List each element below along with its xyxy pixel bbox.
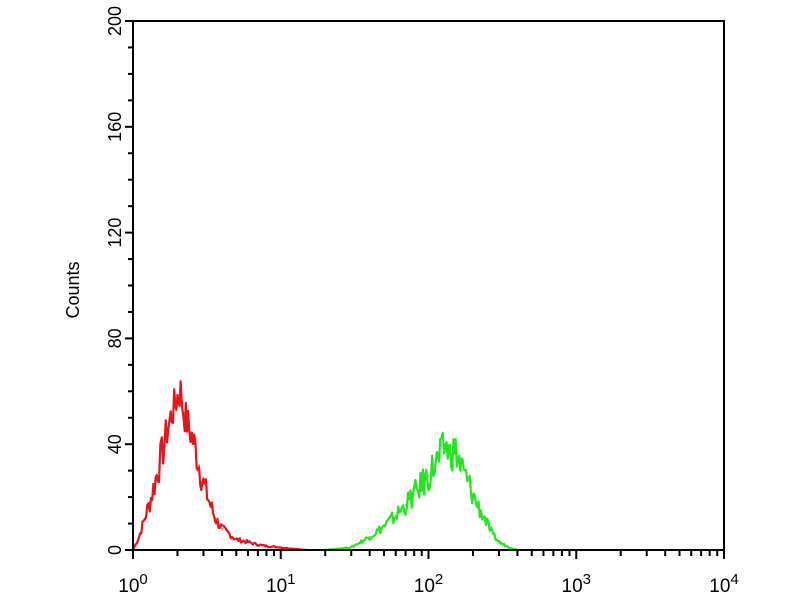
data-point — [257, 543, 259, 546]
data-point — [453, 448, 456, 451]
data-point — [179, 390, 182, 393]
data-point — [162, 448, 164, 451]
x-tick-label: 100 — [118, 571, 147, 597]
x-tick-base: 10 — [414, 576, 435, 597]
data-point — [461, 469, 464, 472]
data-point — [420, 483, 423, 485]
data-point — [350, 546, 353, 549]
x-tick-exponent: 1 — [287, 571, 295, 588]
y-tick-label: 160 — [105, 112, 125, 142]
y-tick-label: 200 — [105, 6, 125, 36]
data-point — [413, 493, 415, 496]
data-point — [198, 464, 200, 467]
data-point — [143, 517, 146, 520]
data-point — [208, 501, 211, 504]
x-tick-label: 104 — [709, 571, 738, 597]
data-point — [475, 501, 477, 504]
data-point — [404, 504, 407, 506]
y-tick-label: 0 — [105, 545, 125, 555]
data-point — [439, 456, 441, 459]
data-point — [173, 406, 175, 408]
data-point — [138, 535, 140, 538]
data-point — [188, 427, 190, 430]
data-point — [368, 535, 371, 538]
data-point — [193, 443, 196, 446]
y-tick-label: 40 — [105, 434, 125, 454]
plot-frame — [132, 20, 725, 551]
data-point — [247, 541, 249, 543]
data-point — [491, 533, 494, 535]
data-point — [228, 533, 231, 535]
data-point — [427, 475, 430, 477]
data-point — [433, 464, 436, 467]
series-layer — [132, 380, 519, 552]
data-point — [176, 395, 179, 398]
data-point — [483, 517, 486, 520]
x-tick-exponent: 0 — [139, 571, 147, 588]
x-tick-base: 10 — [709, 576, 730, 597]
x-tick-base: 10 — [266, 576, 287, 597]
data-point — [498, 541, 500, 543]
x-tick-base: 10 — [562, 576, 583, 597]
x-tick-exponent: 2 — [435, 571, 443, 588]
data-point — [169, 416, 172, 419]
data-point — [202, 483, 205, 485]
data-point — [158, 464, 160, 467]
data-point — [279, 546, 282, 549]
data-point — [221, 528, 223, 530]
series-line-1 — [325, 431, 518, 552]
y-axis-label: Counts — [63, 261, 83, 318]
data-point — [449, 453, 451, 456]
data-point — [182, 411, 185, 414]
data-point — [153, 483, 156, 485]
x-tick-label: 101 — [266, 571, 295, 597]
series-line-0 — [132, 380, 307, 552]
data-point — [149, 501, 151, 504]
data-point — [235, 538, 238, 541]
data-point — [508, 546, 510, 549]
x-tick-label: 102 — [414, 571, 443, 597]
data-point — [383, 525, 385, 527]
x-tick-base: 10 — [118, 576, 139, 597]
data-point — [166, 430, 168, 432]
y-tick-label: 80 — [105, 328, 125, 348]
x-tick-exponent: 3 — [583, 571, 591, 588]
data-point — [214, 517, 216, 520]
y-tick-label: 120 — [105, 218, 125, 248]
x-tick-exponent: 4 — [730, 571, 738, 588]
data-point — [468, 485, 471, 488]
data-point — [265, 545, 268, 547]
data-point — [394, 514, 397, 517]
data-point — [444, 443, 447, 446]
x-tick-label: 103 — [562, 571, 591, 597]
